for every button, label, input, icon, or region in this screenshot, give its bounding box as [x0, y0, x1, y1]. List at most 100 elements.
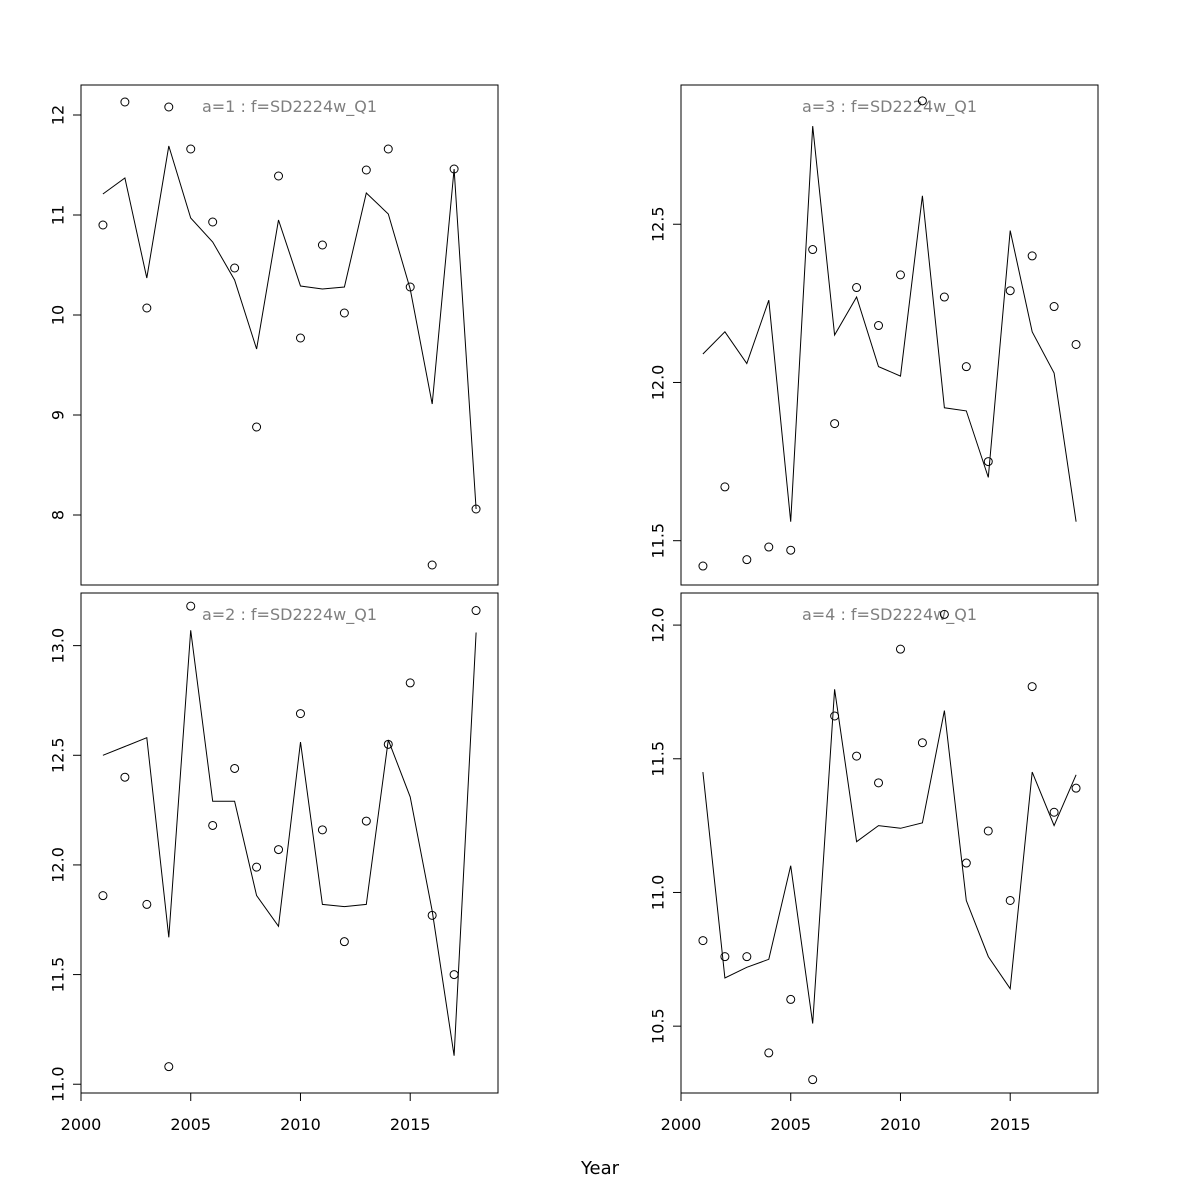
- fitted-line: [702, 689, 1077, 1024]
- y-tick-label: 9: [49, 410, 68, 420]
- observed-point: [98, 891, 108, 901]
- observed-point: [361, 816, 371, 826]
- observed-point: [274, 845, 284, 855]
- y-tick-label: 12.0: [649, 607, 668, 643]
- observed-point: [1027, 682, 1037, 692]
- observed-point: [230, 763, 240, 773]
- observed-point: [1049, 302, 1059, 312]
- x-tick-label: 2010: [880, 1115, 921, 1134]
- observed-point: [317, 825, 327, 835]
- observed-point: [405, 282, 415, 292]
- fitted-line: [102, 630, 477, 1056]
- observed-point: [852, 283, 862, 293]
- observed-point: [383, 739, 393, 749]
- x-tick-label: 2010: [280, 1115, 321, 1134]
- x-tick-label: 2000: [661, 1115, 702, 1134]
- observed-point: [186, 144, 196, 154]
- observed-point: [164, 102, 174, 112]
- y-tick-label: 11: [49, 205, 68, 225]
- observed-point: [742, 555, 752, 565]
- observed-point: [830, 711, 840, 721]
- observed-point: [120, 772, 130, 782]
- observed-point: [120, 97, 130, 107]
- panel-frame: [680, 84, 1099, 586]
- observed-point: [142, 303, 152, 313]
- x-tick-label: 2005: [770, 1115, 811, 1134]
- panel-frame: [80, 592, 499, 1094]
- y-tick-label: 12.5: [649, 206, 668, 242]
- y-tick-label: 10: [49, 305, 68, 325]
- observed-point: [720, 482, 730, 492]
- observed-point: [471, 504, 481, 514]
- observed-point: [449, 970, 459, 980]
- y-tick-label: 11.5: [649, 741, 668, 777]
- observed-point: [361, 165, 371, 175]
- observed-point: [961, 362, 971, 372]
- observed-point: [471, 606, 481, 616]
- fitted-line: [102, 145, 477, 510]
- observed-point: [164, 1062, 174, 1072]
- x-axis-title: Year: [580, 1158, 620, 1179]
- observed-point: [786, 545, 796, 555]
- observed-point: [698, 936, 708, 946]
- observed-point: [961, 858, 971, 868]
- observed-point: [742, 952, 752, 962]
- observed-point: [295, 709, 305, 719]
- observed-point: [295, 333, 305, 343]
- observed-point: [720, 952, 730, 962]
- panel-frame: [80, 84, 499, 586]
- observed-point: [449, 164, 459, 174]
- observed-point: [98, 220, 108, 230]
- observed-point: [1027, 251, 1037, 261]
- observed-point: [317, 240, 327, 250]
- observed-point: [830, 419, 840, 429]
- panel-title: a=4 : f=SD2224w_Q1: [802, 605, 977, 625]
- observed-point: [208, 820, 218, 830]
- observed-point: [852, 751, 862, 761]
- observed-point: [252, 422, 262, 432]
- observed-point: [208, 217, 218, 227]
- observed-point: [1005, 286, 1015, 296]
- y-tick-label: 12.5: [49, 737, 68, 773]
- observed-point: [1049, 807, 1059, 817]
- observed-point: [427, 910, 437, 920]
- observed-point: [339, 308, 349, 318]
- observed-point: [895, 644, 905, 654]
- observed-point: [808, 245, 818, 255]
- observed-point: [939, 609, 949, 619]
- observed-point: [1071, 339, 1081, 349]
- observed-point: [786, 994, 796, 1004]
- y-tick-label: 13.0: [49, 628, 68, 664]
- y-tick-label: 12.0: [49, 847, 68, 883]
- y-tick-label: 12: [49, 105, 68, 125]
- observed-point: [230, 263, 240, 273]
- observed-point: [874, 778, 884, 788]
- observed-point: [764, 542, 774, 552]
- fitted-line: [702, 126, 1077, 522]
- panel-frame: [680, 592, 1099, 1094]
- observed-point: [405, 678, 415, 688]
- y-tick-label: 11.0: [49, 1066, 68, 1102]
- observed-point: [142, 899, 152, 909]
- y-tick-label: 11.5: [649, 523, 668, 559]
- observed-point: [874, 321, 884, 331]
- observed-point: [808, 1075, 818, 1085]
- observed-point: [1071, 783, 1081, 793]
- observed-point: [983, 826, 993, 836]
- observed-point: [698, 561, 708, 571]
- y-tick-label: 11.0: [649, 875, 668, 911]
- panel-title: a=3 : f=SD2224w_Q1: [802, 97, 977, 117]
- observed-point: [1005, 895, 1015, 905]
- x-tick-label: 2005: [170, 1115, 211, 1134]
- panel-title: a=1 : f=SD2224w_Q1: [202, 97, 377, 117]
- observed-point: [339, 937, 349, 947]
- y-tick-label: 10.5: [649, 1008, 668, 1044]
- observed-point: [917, 96, 927, 106]
- observed-point: [939, 292, 949, 302]
- observed-point: [983, 457, 993, 467]
- y-tick-label: 11.5: [49, 957, 68, 993]
- x-tick-label: 2000: [61, 1115, 102, 1134]
- observed-point: [383, 144, 393, 154]
- x-tick-label: 2015: [390, 1115, 431, 1134]
